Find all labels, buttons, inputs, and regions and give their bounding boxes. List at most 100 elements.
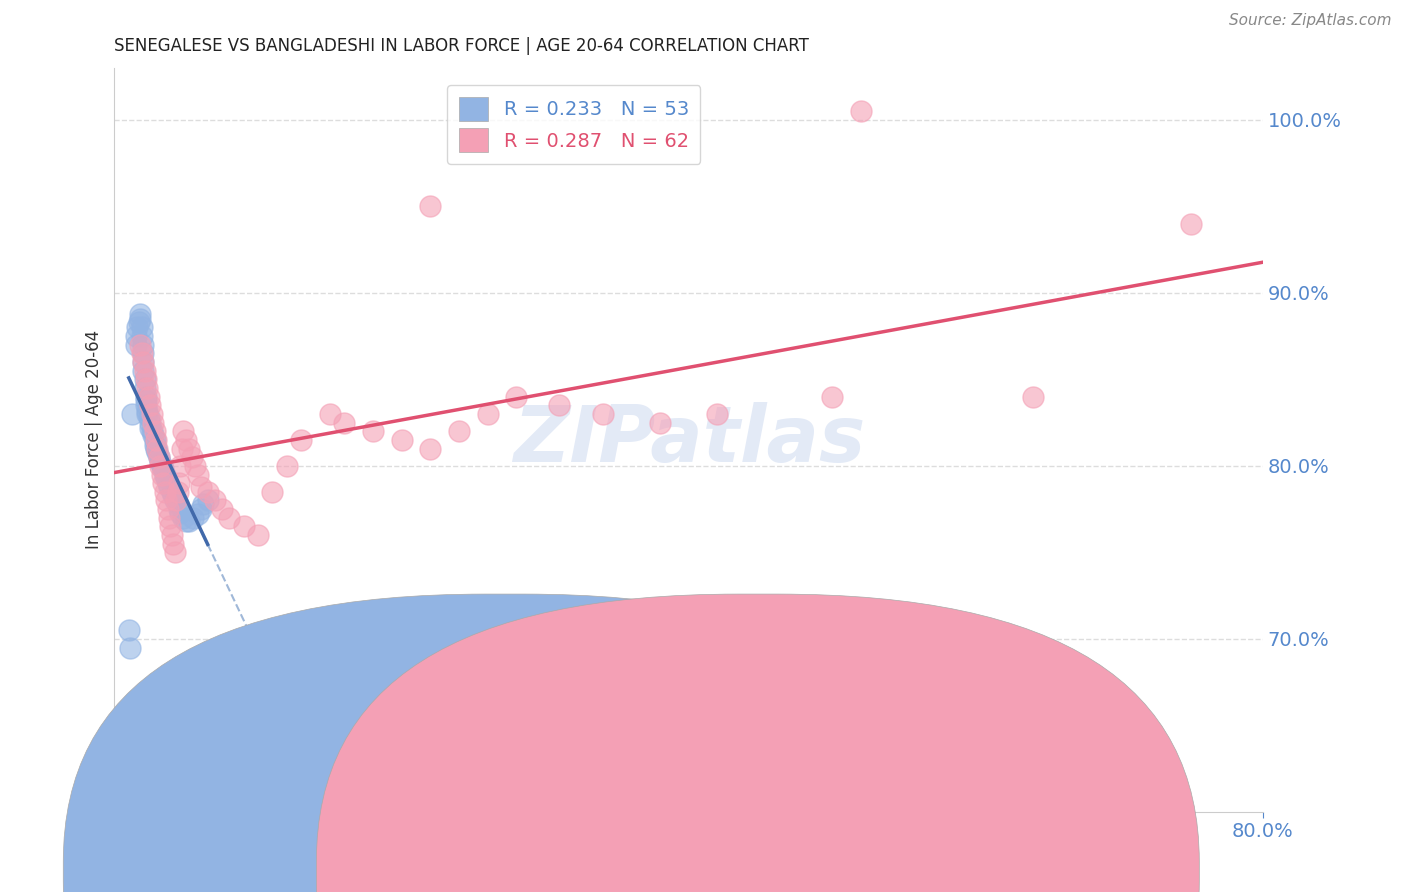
Point — [262, 484, 284, 499]
Point — [143, 438, 166, 452]
Point — [148, 450, 170, 465]
Point — [167, 476, 190, 491]
Point — [172, 425, 194, 439]
Point — [821, 390, 844, 404]
Point — [1022, 390, 1045, 404]
Point — [548, 398, 571, 412]
Point — [143, 425, 166, 439]
Point — [169, 506, 191, 520]
Point — [153, 484, 176, 499]
Point — [149, 455, 172, 469]
Point — [135, 393, 157, 408]
Point — [419, 199, 441, 213]
Point — [447, 425, 470, 439]
Point — [706, 407, 728, 421]
Point — [156, 502, 179, 516]
Point — [162, 488, 184, 502]
Point — [160, 528, 183, 542]
Point — [139, 416, 162, 430]
Point — [197, 493, 219, 508]
Point — [118, 624, 141, 638]
Point — [204, 493, 226, 508]
Point — [121, 407, 143, 421]
Point — [139, 421, 162, 435]
Point — [135, 398, 157, 412]
Point — [159, 519, 181, 533]
Point — [181, 450, 204, 465]
Point — [141, 425, 163, 439]
Point — [477, 407, 499, 421]
Point — [361, 425, 384, 439]
Point — [134, 381, 156, 395]
Point — [143, 433, 166, 447]
Point — [849, 104, 872, 119]
Point — [190, 502, 212, 516]
Point — [155, 471, 177, 485]
Text: Bangladeshis: Bangladeshis — [785, 863, 904, 881]
Point — [135, 372, 157, 386]
Point — [232, 519, 254, 533]
Point — [131, 329, 153, 343]
Point — [129, 307, 152, 321]
Point — [150, 458, 173, 473]
Legend: R = 0.233   N = 53, R = 0.287   N = 62: R = 0.233 N = 53, R = 0.287 N = 62 — [447, 85, 700, 164]
Point — [187, 508, 209, 522]
Point — [136, 407, 159, 421]
Point — [172, 510, 194, 524]
Point — [142, 427, 165, 442]
Point — [152, 476, 174, 491]
Point — [162, 537, 184, 551]
Point — [146, 442, 169, 456]
Point — [132, 355, 155, 369]
Point — [120, 640, 142, 655]
Point — [166, 484, 188, 499]
Point — [592, 407, 614, 421]
Point — [648, 416, 671, 430]
Point — [155, 493, 177, 508]
Point — [134, 364, 156, 378]
Text: SENEGALESE VS BANGLADESHI IN LABOR FORCE | AGE 20-64 CORRELATION CHART: SENEGALESE VS BANGLADESHI IN LABOR FORCE… — [114, 37, 810, 55]
Point — [333, 416, 356, 430]
Point — [419, 442, 441, 456]
Point — [163, 545, 186, 559]
Point — [211, 502, 233, 516]
Point — [187, 467, 209, 482]
Point — [184, 458, 207, 473]
Point — [174, 514, 197, 528]
Point — [391, 433, 413, 447]
Point — [157, 480, 180, 494]
Point — [135, 390, 157, 404]
Point — [145, 433, 167, 447]
Point — [177, 514, 200, 528]
Text: Senegalese: Senegalese — [531, 863, 636, 881]
Point — [132, 338, 155, 352]
Point — [129, 311, 152, 326]
Point — [136, 381, 159, 395]
Point — [153, 467, 176, 482]
Point — [174, 433, 197, 447]
Point — [138, 390, 160, 404]
Point — [218, 510, 240, 524]
Point — [148, 450, 170, 465]
Point — [276, 458, 298, 473]
Point — [145, 442, 167, 456]
Point — [131, 320, 153, 334]
Point — [138, 410, 160, 425]
Text: Source: ZipAtlas.com: Source: ZipAtlas.com — [1229, 13, 1392, 29]
Point — [319, 407, 342, 421]
Point — [169, 458, 191, 473]
Point — [125, 329, 148, 343]
Point — [132, 364, 155, 378]
Y-axis label: In Labor Force | Age 20-64: In Labor Force | Age 20-64 — [86, 330, 103, 549]
Point — [193, 497, 215, 511]
Point — [170, 442, 193, 456]
Point — [505, 390, 527, 404]
Point — [125, 338, 148, 352]
Text: ZIPatlas: ZIPatlas — [513, 402, 865, 478]
Point — [157, 510, 180, 524]
Point — [177, 442, 200, 456]
Point — [128, 315, 150, 329]
Point — [132, 346, 155, 360]
Point — [149, 458, 172, 473]
Point — [190, 480, 212, 494]
